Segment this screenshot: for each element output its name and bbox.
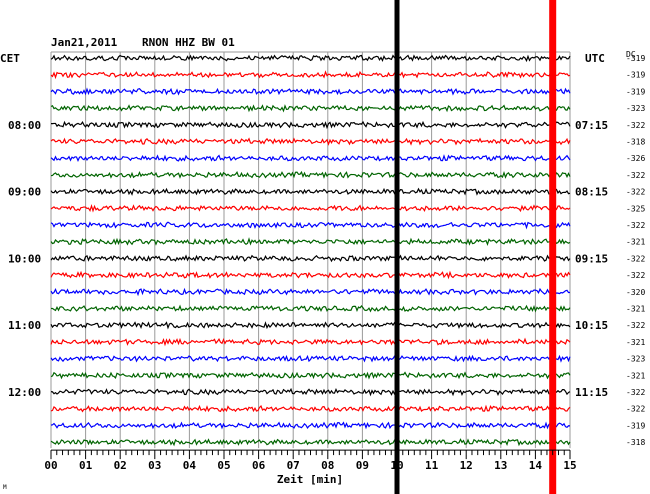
seismic-trace: [50, 154, 571, 162]
dc-offset-label: -319: [626, 54, 645, 63]
seismic-trace: [50, 187, 571, 196]
left-hour-label: 08:00: [8, 119, 41, 132]
x-tick-label: 14: [529, 459, 543, 472]
seismic-trace: [50, 54, 571, 63]
x-tick-label: 12: [460, 459, 473, 472]
dc-offset-label: -321: [626, 238, 645, 247]
seismic-trace: [50, 354, 571, 363]
seismic-trace: [50, 120, 571, 130]
date-label: Jan21,2011: [51, 36, 118, 49]
dc-offset-label: -325: [626, 204, 645, 213]
x-tick-label: 08: [321, 459, 334, 472]
seismic-trace: [50, 170, 571, 179]
dc-offset-label: -319: [626, 87, 645, 96]
event-marker-bar: [394, 0, 400, 494]
dc-offset-label: -322: [626, 321, 645, 330]
left-hour-label: 11:00: [8, 319, 41, 332]
seismic-trace: [50, 387, 571, 397]
left-hour-label: 10:00: [8, 252, 41, 265]
x-axis: 00 01 02 03 04 05 06 07 08 09 10 11 12 13 14 15: [44, 449, 577, 472]
x-tick-label: 00: [44, 459, 57, 472]
dc-offset-label: -321: [626, 371, 645, 380]
station-label: RNON HHZ BW 01: [142, 36, 235, 49]
left-hour-label: 12:00: [8, 386, 41, 399]
seismic-trace: [50, 87, 571, 96]
event-marker-bar: [549, 0, 557, 494]
seismic-trace: [50, 70, 571, 80]
x-tick-label: 03: [148, 459, 161, 472]
seismic-trace: [50, 321, 571, 330]
x-tick-label: 05: [217, 459, 230, 472]
x-tick-label: 10: [390, 459, 403, 472]
hour-and-offset-labels: -319 -319 -319 -323 -322 -318 -326 -322 -322 -325…: [8, 54, 645, 447]
dc-offset-label: -323: [626, 355, 645, 364]
dc-offset-label: -322: [626, 171, 645, 180]
event-markers: [394, 0, 557, 494]
left-timezone-label: CET: [0, 52, 20, 65]
x-tick-label: 04: [183, 459, 197, 472]
x-axis-title: Zeit [min]: [277, 473, 343, 486]
seismic-trace: [50, 287, 571, 297]
dc-offset-label: -323: [626, 104, 645, 113]
seismic-trace: [50, 371, 571, 380]
seismic-trace: [50, 254, 571, 263]
seismic-trace: [50, 221, 571, 230]
dc-header-label: DC: [626, 50, 636, 59]
trace-lines: [50, 54, 571, 447]
right-timezone-label: UTC: [585, 52, 605, 65]
dc-offset-label: -321: [626, 338, 645, 347]
dc-offset-label: -322: [626, 121, 645, 130]
dc-offset-label: -318: [626, 438, 645, 447]
dc-offset-label: -322: [626, 271, 645, 280]
seismic-trace: [50, 237, 571, 246]
seismic-trace: [50, 337, 571, 347]
right-hour-label: 07:15: [575, 119, 608, 132]
x-tick-label: 15: [563, 459, 576, 472]
dc-offset-label: -326: [626, 154, 645, 163]
dc-offset-label: -322: [626, 405, 645, 414]
dc-offset-label: -322: [626, 221, 645, 230]
footnote-mark: M: [3, 484, 7, 491]
dc-offset-label: -320: [626, 288, 645, 297]
dc-offset-label: -321: [626, 305, 645, 314]
dc-offset-label: -319: [626, 421, 645, 430]
seismic-trace: [50, 438, 571, 447]
dc-offset-label: -322: [626, 188, 645, 197]
right-hour-label: 08:15: [575, 186, 608, 199]
x-tick-label: 07: [287, 459, 300, 472]
right-hour-label: 09:15: [575, 252, 608, 265]
x-tick-label: 02: [114, 459, 127, 472]
right-hour-label: 11:15: [575, 386, 608, 399]
seismic-trace: [50, 421, 571, 430]
dc-offset-label: -319: [626, 71, 645, 80]
x-tick-label: 09: [356, 459, 369, 472]
seismic-trace: [50, 304, 571, 313]
x-tick-label: 06: [252, 459, 266, 472]
dc-offset-label: -318: [626, 138, 645, 147]
seismic-trace: [50, 137, 571, 146]
x-tick-label: 01: [79, 459, 93, 472]
left-hour-label: 09:00: [8, 186, 41, 199]
dc-offset-label: -322: [626, 388, 645, 397]
dc-offset-label: -322: [626, 254, 645, 263]
x-tick-label: 11: [425, 459, 439, 472]
seismic-trace: [50, 204, 571, 213]
x-tick-label: 13: [494, 459, 507, 472]
seismic-trace: [50, 404, 571, 413]
seismic-trace: [50, 270, 571, 280]
seismic-trace: [50, 104, 571, 113]
right-hour-label: 10:15: [575, 319, 608, 332]
